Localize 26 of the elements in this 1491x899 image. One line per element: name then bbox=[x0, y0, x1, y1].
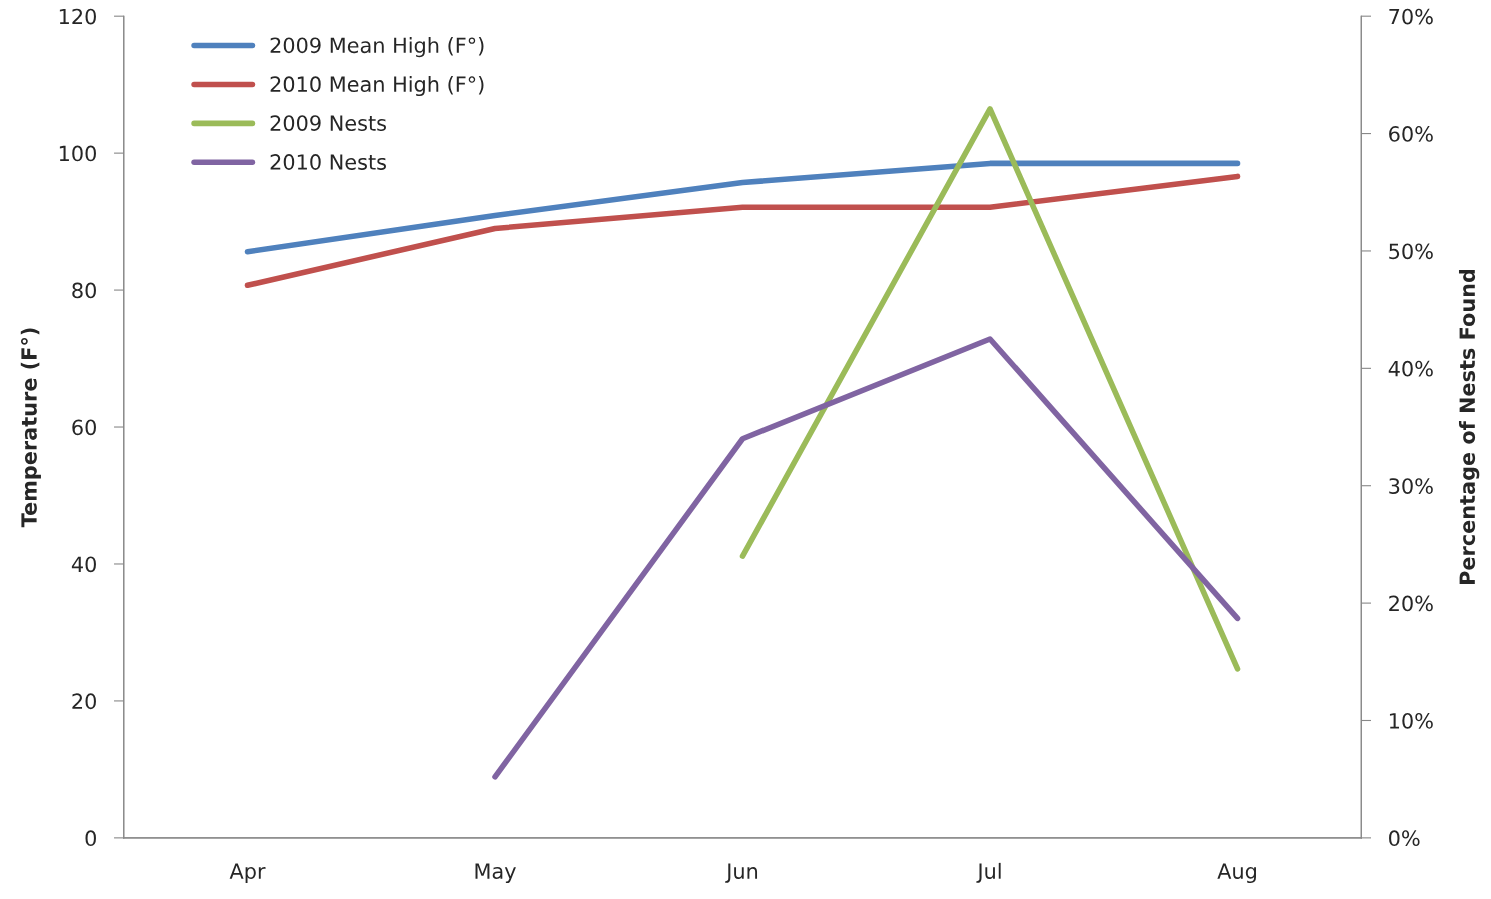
y2-axis-title: Percentage of Nests Found bbox=[1458, 269, 1480, 584]
y2-tick-label: 20% bbox=[1389, 595, 1433, 612]
y2-tick-label: 0% bbox=[1389, 830, 1420, 847]
y-tick-label: 80 bbox=[72, 282, 96, 299]
legend-label: 2009 Mean High (F°) bbox=[270, 37, 484, 58]
y-tick-label: 20 bbox=[72, 693, 96, 710]
y-tick-label: 120 bbox=[59, 8, 96, 25]
legend-label: 2010 Nests bbox=[270, 154, 386, 170]
y-tick-label: 100 bbox=[59, 145, 96, 162]
x-tick-label: Aug bbox=[1217, 863, 1256, 884]
legend-label: 2010 Mean High (F°) bbox=[270, 75, 484, 97]
legend-label: 2009 Nests bbox=[270, 115, 386, 131]
x-tick-label: Jul bbox=[976, 862, 1001, 883]
x-tick-label: Apr bbox=[229, 863, 266, 884]
y-axis-title: Temperature (F°) bbox=[20, 328, 41, 528]
x-tick-label: May bbox=[475, 863, 516, 884]
y2-tick-label: 40% bbox=[1388, 360, 1433, 377]
y-tick-label: 40 bbox=[71, 556, 96, 573]
x-tick-label: Jun bbox=[725, 863, 758, 883]
y2-tick-label: 10% bbox=[1389, 712, 1433, 729]
y-tick-label: 0 bbox=[85, 830, 96, 847]
y2-tick-label: 50% bbox=[1389, 243, 1433, 260]
y-tick-label: 60 bbox=[72, 419, 96, 436]
y2-tick-label: 30% bbox=[1389, 478, 1433, 494]
y2-tick-label: 70% bbox=[1389, 8, 1433, 25]
y2-tick-label: 60% bbox=[1389, 126, 1433, 142]
